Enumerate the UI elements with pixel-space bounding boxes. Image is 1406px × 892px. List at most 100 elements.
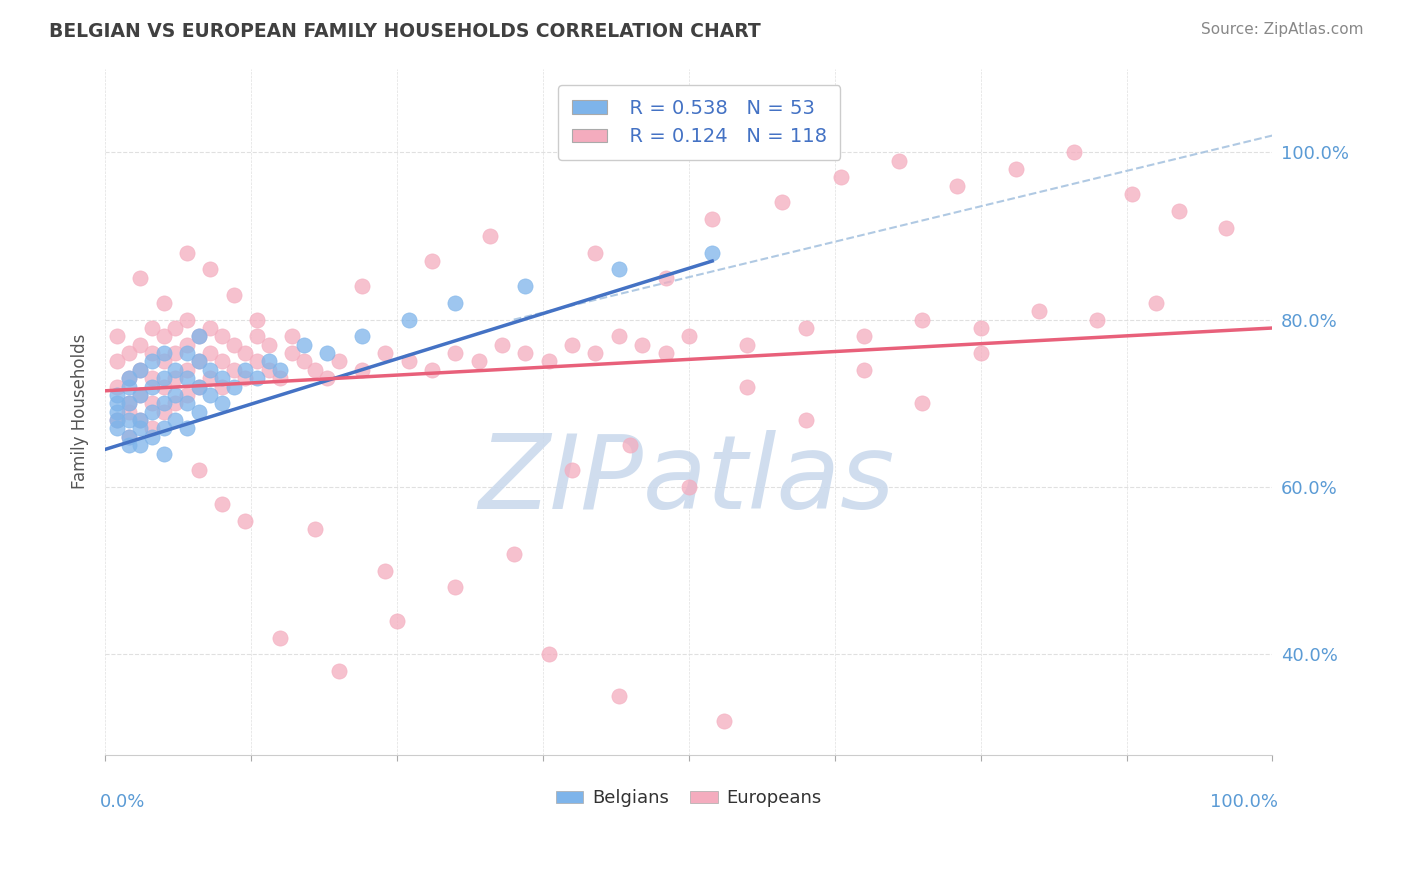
Point — [257, 354, 280, 368]
Point — [269, 371, 291, 385]
Point — [117, 413, 139, 427]
Point — [654, 270, 676, 285]
Point — [105, 388, 128, 402]
Point — [129, 363, 152, 377]
Point — [129, 413, 152, 427]
Point — [702, 212, 724, 227]
Point — [631, 337, 654, 351]
Point — [176, 363, 198, 377]
Point — [187, 354, 209, 368]
Point — [398, 312, 420, 326]
Point — [304, 363, 326, 377]
Point — [479, 228, 502, 243]
Point — [200, 262, 222, 277]
Point — [292, 337, 315, 351]
Point — [233, 346, 256, 360]
Point — [129, 413, 152, 427]
Point — [233, 371, 256, 385]
Point — [176, 388, 198, 402]
Point — [969, 321, 991, 335]
Point — [152, 296, 174, 310]
Point — [585, 245, 607, 260]
Point — [152, 354, 174, 368]
Point — [222, 337, 245, 351]
Point — [141, 430, 163, 444]
Point — [176, 396, 198, 410]
Point — [117, 438, 139, 452]
Point — [678, 480, 700, 494]
Point — [515, 279, 537, 293]
Point — [328, 664, 350, 678]
Point — [105, 329, 128, 343]
Point — [105, 413, 128, 427]
Point — [678, 329, 700, 343]
Point — [585, 346, 607, 360]
Point — [105, 354, 128, 368]
Point — [200, 363, 222, 377]
Point — [246, 354, 269, 368]
Point — [444, 581, 467, 595]
Point — [257, 363, 280, 377]
Point — [176, 245, 198, 260]
Point — [117, 396, 139, 410]
Point — [444, 346, 467, 360]
Point — [129, 421, 152, 435]
Point — [385, 614, 408, 628]
Point — [176, 346, 198, 360]
Text: 0.0%: 0.0% — [100, 793, 145, 811]
Point — [211, 396, 233, 410]
Point — [1028, 304, 1050, 318]
Point — [467, 354, 489, 368]
Point — [316, 371, 339, 385]
Point — [607, 262, 630, 277]
Point — [187, 329, 209, 343]
Point — [561, 337, 583, 351]
Point — [141, 354, 163, 368]
Point — [374, 564, 396, 578]
Point — [165, 363, 187, 377]
Point — [374, 346, 396, 360]
Point — [200, 346, 222, 360]
Point — [152, 446, 174, 460]
Point — [1144, 296, 1167, 310]
Point — [852, 363, 875, 377]
Point — [502, 547, 524, 561]
Point — [117, 371, 139, 385]
Point — [129, 388, 152, 402]
Point — [1004, 161, 1026, 176]
Text: 100.0%: 100.0% — [1211, 793, 1278, 811]
Point — [491, 337, 513, 351]
Point — [328, 354, 350, 368]
Point — [165, 388, 187, 402]
Y-axis label: Family Households: Family Households — [72, 334, 89, 490]
Point — [1087, 312, 1109, 326]
Point — [141, 396, 163, 410]
Point — [176, 371, 198, 385]
Point — [176, 337, 198, 351]
Point — [222, 287, 245, 301]
Point — [794, 413, 817, 427]
Point — [176, 312, 198, 326]
Point — [152, 421, 174, 435]
Point — [946, 178, 969, 193]
Point — [187, 329, 209, 343]
Point — [117, 430, 139, 444]
Point — [233, 363, 256, 377]
Point — [1063, 145, 1085, 160]
Legend: Belgians, Europeans: Belgians, Europeans — [548, 782, 830, 814]
Point — [1168, 203, 1191, 218]
Point — [281, 329, 304, 343]
Point — [794, 321, 817, 335]
Point — [165, 371, 187, 385]
Point — [165, 346, 187, 360]
Point — [420, 363, 443, 377]
Point — [269, 631, 291, 645]
Point — [852, 329, 875, 343]
Point — [152, 329, 174, 343]
Point — [117, 405, 139, 419]
Text: Source: ZipAtlas.com: Source: ZipAtlas.com — [1201, 22, 1364, 37]
Point — [515, 346, 537, 360]
Point — [222, 363, 245, 377]
Point — [304, 522, 326, 536]
Point — [735, 379, 758, 393]
